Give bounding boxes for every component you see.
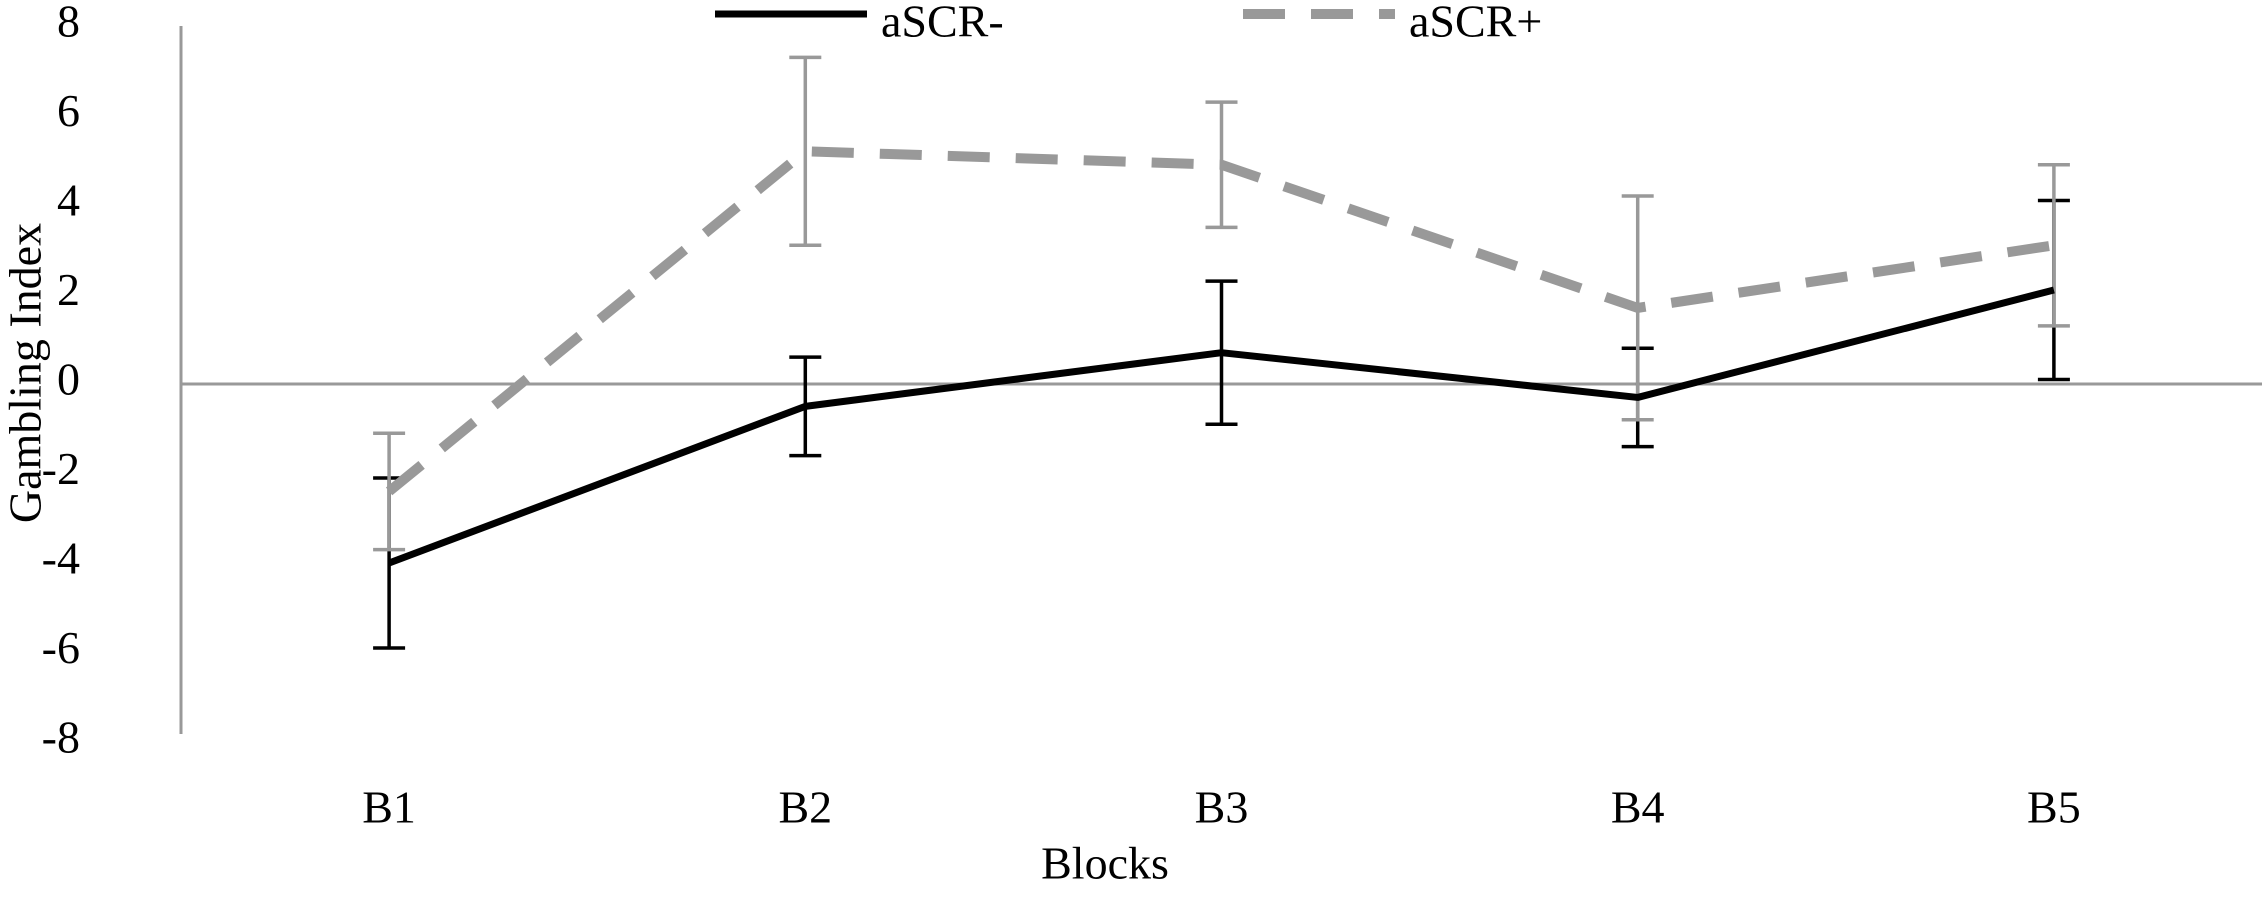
y-axis-title: Gambling Index <box>0 223 51 523</box>
legend-label: aSCR- <box>881 0 1004 47</box>
y-tick-label: -2 <box>42 443 80 494</box>
x-tick-label: B2 <box>778 782 832 833</box>
y-tick-label: 4 <box>57 175 80 226</box>
error-bar <box>789 55 822 248</box>
y-tick-label: -6 <box>42 622 80 673</box>
x-tick-label: B5 <box>2027 782 2081 833</box>
x-tick-label: B4 <box>1611 782 1665 833</box>
x-tick-label: B3 <box>1195 782 1249 833</box>
x-tick-label: B1 <box>362 782 416 833</box>
error-bar <box>373 431 406 552</box>
error-bar <box>2037 162 2070 328</box>
y-tick-label: 0 <box>57 354 80 405</box>
x-axis-title: Blocks <box>1041 838 1169 889</box>
y-tick-label: 6 <box>57 85 80 136</box>
y-tick-label: 8 <box>57 0 80 47</box>
y-tick-label: -4 <box>42 533 80 584</box>
legend-label: aSCR+ <box>1409 0 1542 47</box>
series-line <box>385 146 2055 496</box>
y-tick-label: 2 <box>57 264 80 315</box>
y-tick-label: -8 <box>42 712 80 763</box>
series-line <box>387 286 2055 567</box>
